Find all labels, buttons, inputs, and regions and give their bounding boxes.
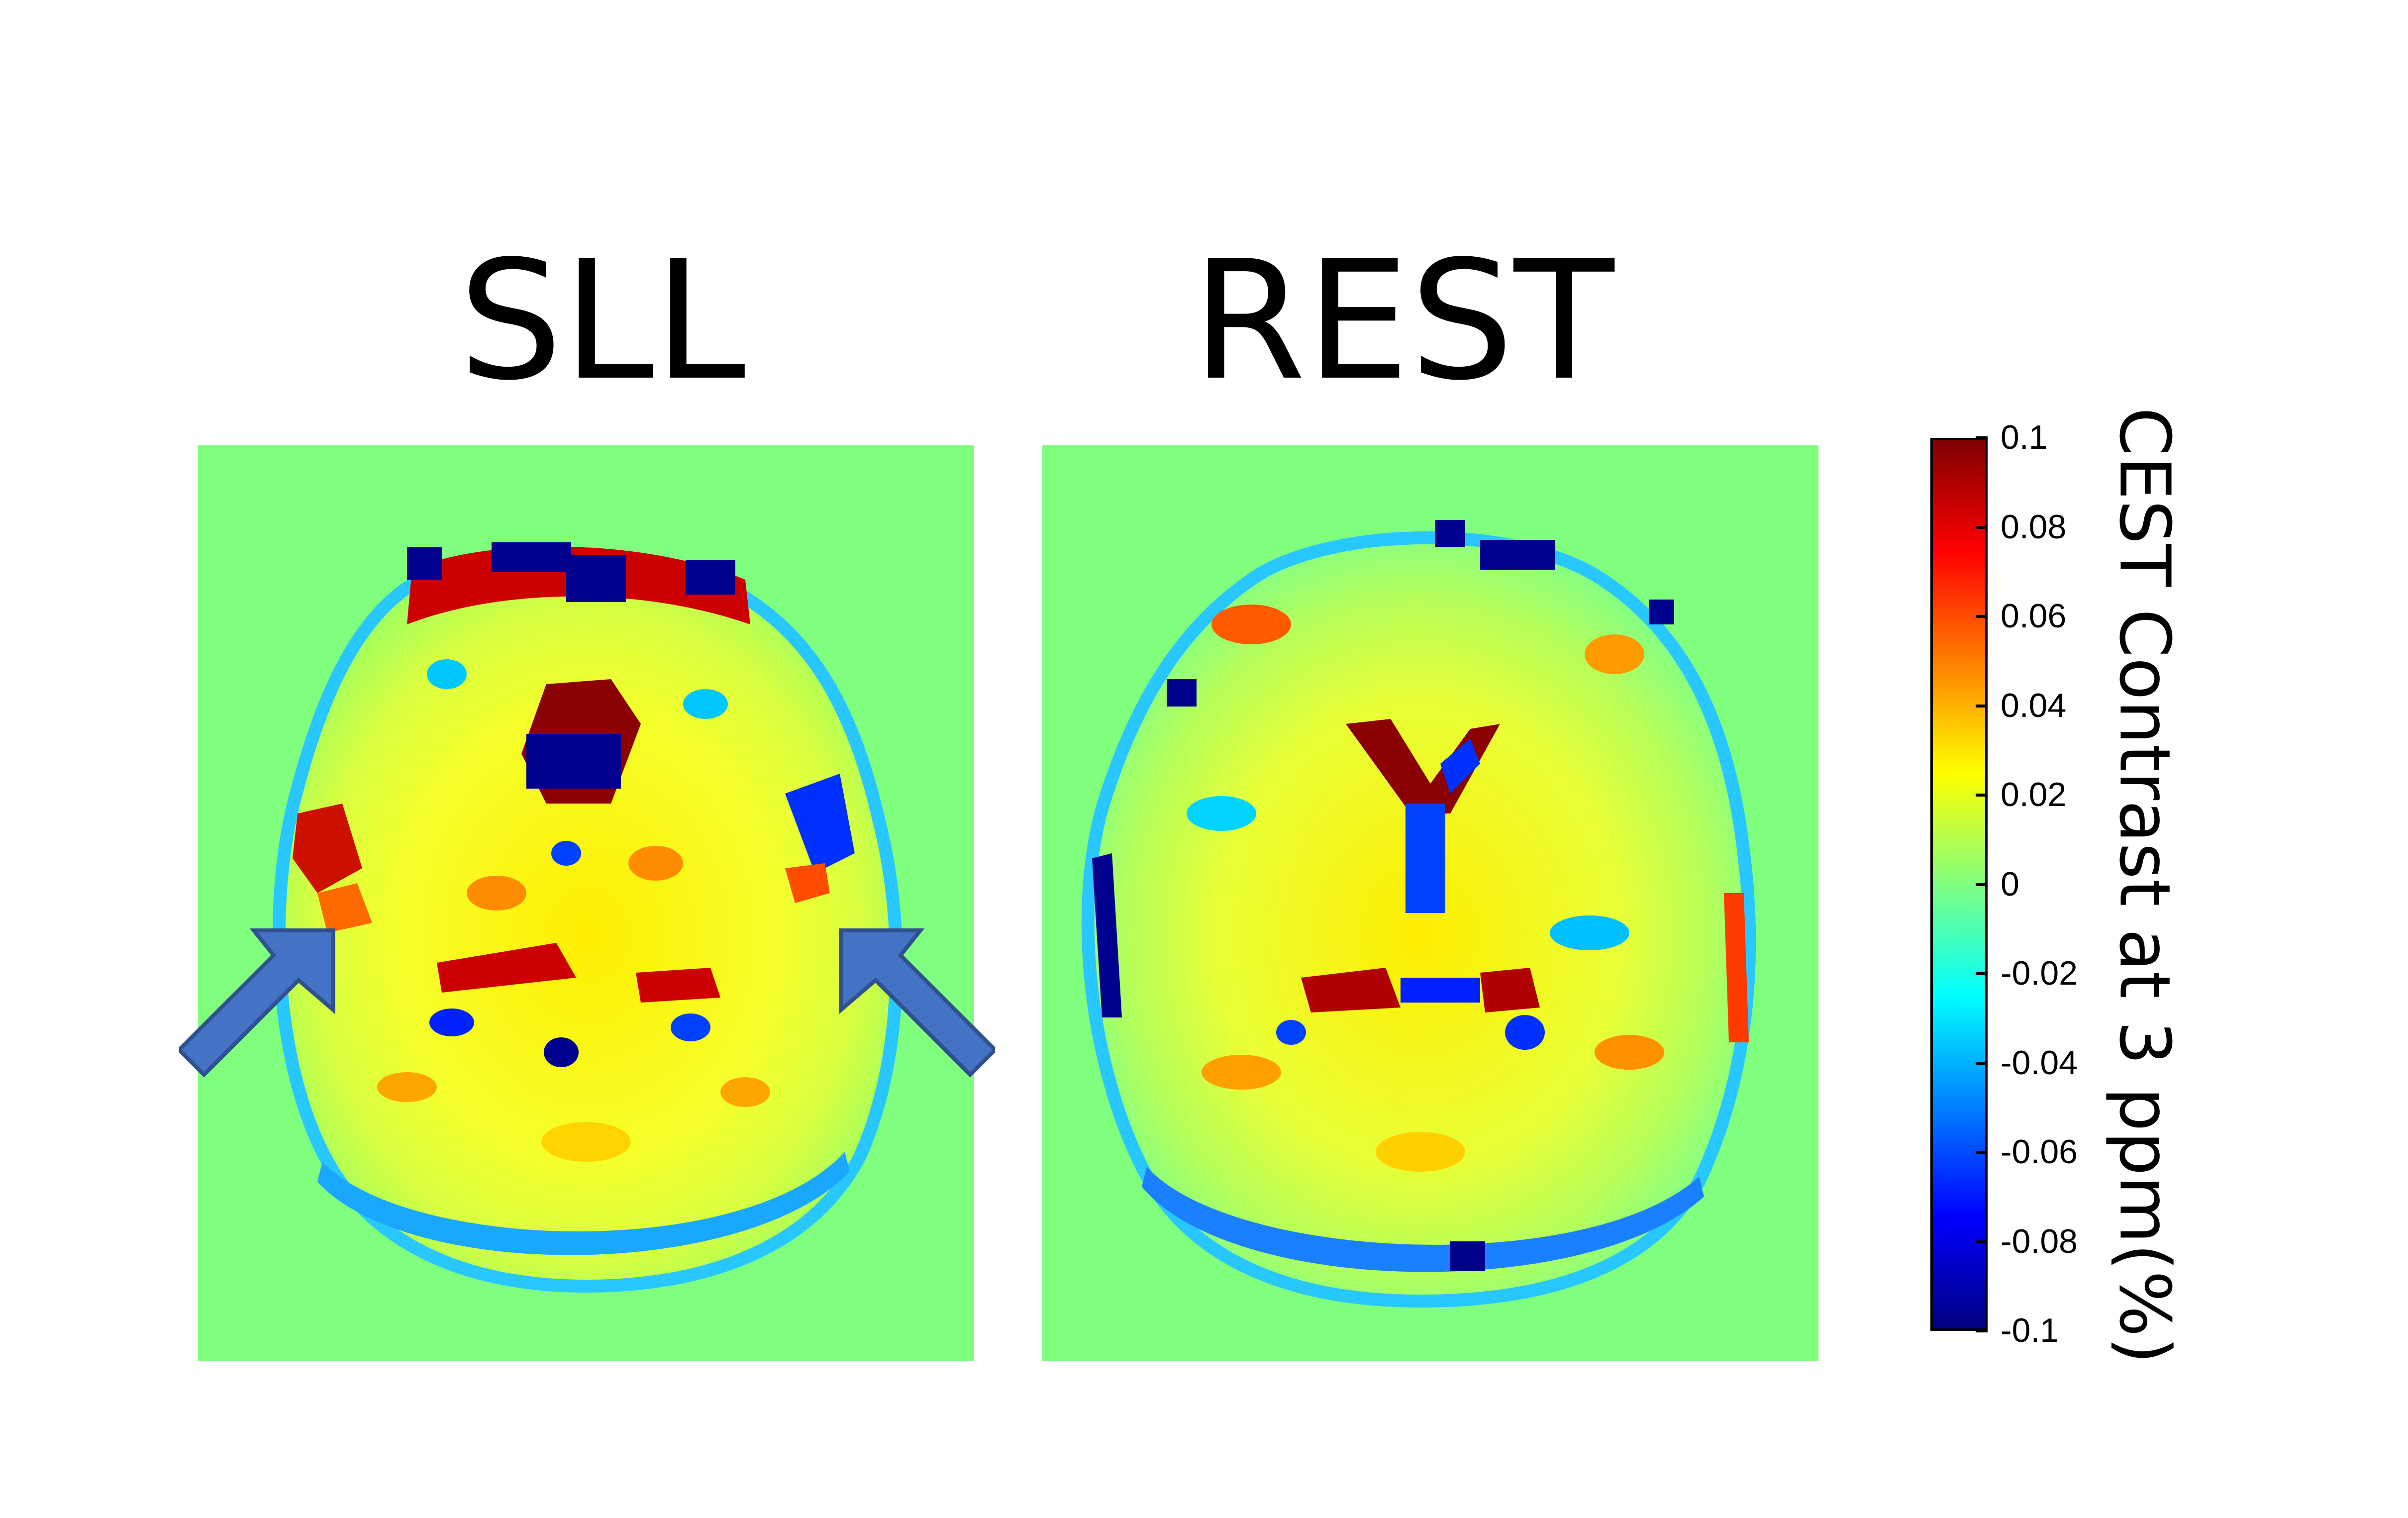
colorbar-tick-mark	[1976, 1329, 1988, 1332]
brain-map-sll	[198, 445, 974, 1361]
colorbar-tick-mark	[1976, 704, 1988, 708]
colorbar-tick-mark	[1976, 1061, 1988, 1065]
colorbar-tick-label: -0.02	[2001, 954, 2078, 992]
colorbar-tick-label: -0.06	[2001, 1133, 2078, 1171]
colorbar-tick-mark	[1976, 972, 1988, 975]
colorbar-tick-mark	[1976, 883, 1988, 886]
colorbar-tick-mark	[1976, 436, 1988, 439]
colorbar-tick-mark	[1976, 525, 1988, 529]
colorbar-tick-label: 0.04	[2001, 686, 2067, 724]
colorbar-tick-mark	[1976, 1151, 1988, 1154]
colorbar-tick-label: 0.06	[2001, 597, 2067, 635]
panel-title-sll: SLL	[458, 225, 746, 416]
colorbar-tick-label: 0	[2001, 865, 2019, 903]
brain-outline-sll	[272, 547, 903, 1293]
colorbar-tick-label: 0.1	[2001, 418, 2048, 456]
brain-map-rest	[1042, 445, 1818, 1361]
colorbar-label: CEST Contrast at 3 ppm(%)	[2104, 407, 2185, 1364]
colorbar-tick-label: 0.02	[2001, 776, 2067, 813]
brain-outline-rest	[1081, 531, 1756, 1308]
colorbar-tick-mark	[1976, 615, 1988, 618]
colorbar-tick-mark	[1976, 1240, 1988, 1243]
panel-title-rest: REST	[1192, 225, 1614, 416]
arrow-right-icon	[839, 928, 995, 1078]
colorbar-tick-label: 0.08	[2001, 507, 2067, 546]
colorbar-tick-label: -0.1	[2001, 1312, 2059, 1349]
colorbar-ticks: 0.1 0.08 0.06 0.04 0.02 0 -0.02 -0.04 -0.06 -0.08…	[1976, 418, 2097, 1349]
colorbar-tick-mark	[1976, 794, 1988, 797]
colorbar-tick-label: -0.04	[2001, 1043, 2078, 1082]
colorbar-tick-label: -0.08	[2001, 1222, 2078, 1260]
arrow-left-icon	[179, 928, 335, 1078]
